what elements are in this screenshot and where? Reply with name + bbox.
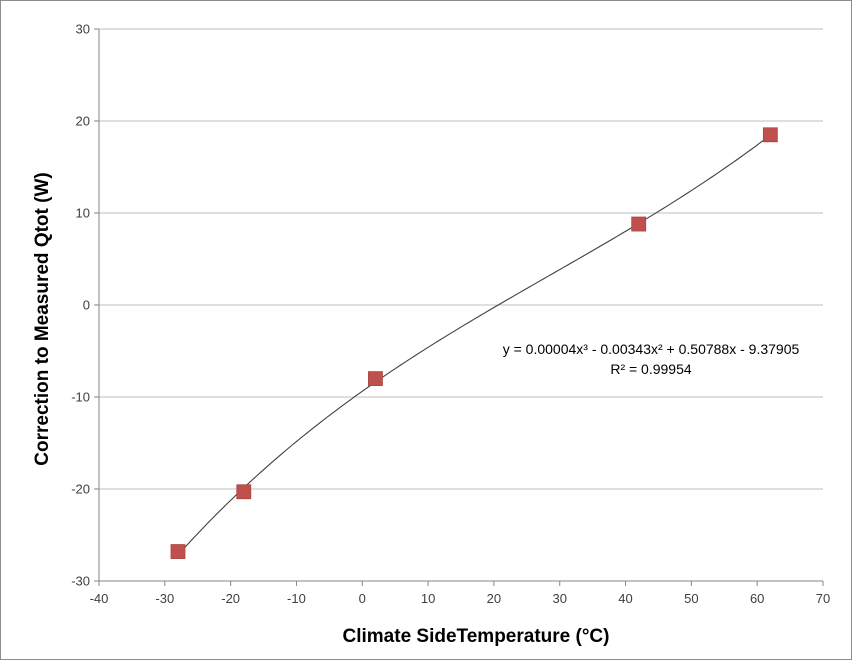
y-tick-label: 10 — [76, 206, 90, 221]
data-point — [762, 127, 778, 143]
x-tick-label: -30 — [155, 591, 174, 606]
y-tick-label: -30 — [71, 574, 90, 589]
x-tick-label: 20 — [487, 591, 501, 606]
trendline-layer — [177, 134, 771, 556]
y-tick-label: 0 — [83, 298, 90, 313]
y-axis-title: Correction to Measured Qtot (W) — [32, 172, 53, 465]
trendline-equation: y = 0.00004x³ - 0.00343x² + 0.50788x - 9… — [503, 341, 800, 357]
y-tick-label: 20 — [76, 114, 90, 129]
x-tick-label: -40 — [90, 591, 109, 606]
axis-layer — [94, 28, 824, 586]
x-tick-label: 30 — [552, 591, 566, 606]
x-tick-label: 60 — [750, 591, 764, 606]
x-axis-title: Climate SideTemperature (°C) — [343, 626, 610, 647]
data-point — [368, 371, 383, 387]
y-tick-label: 30 — [76, 22, 90, 37]
data-point — [170, 544, 186, 559]
grid-layer — [99, 28, 823, 490]
x-tick-label: -10 — [287, 591, 306, 606]
x-tick-label: 70 — [816, 591, 830, 606]
x-tick-label: 10 — [421, 591, 435, 606]
x-tick-label: -20 — [221, 591, 240, 606]
points-layer — [170, 127, 778, 559]
trendline — [177, 134, 771, 556]
y-tick-label: -20 — [71, 482, 90, 497]
x-tick-label: 50 — [684, 591, 698, 606]
y-tick-label: -10 — [71, 390, 90, 405]
trendline-r2: R² = 0.99954 — [610, 361, 692, 377]
data-point — [236, 484, 252, 500]
x-tick-label: 0 — [359, 591, 366, 606]
data-point — [631, 216, 647, 232]
x-tick-label: 40 — [618, 591, 632, 606]
